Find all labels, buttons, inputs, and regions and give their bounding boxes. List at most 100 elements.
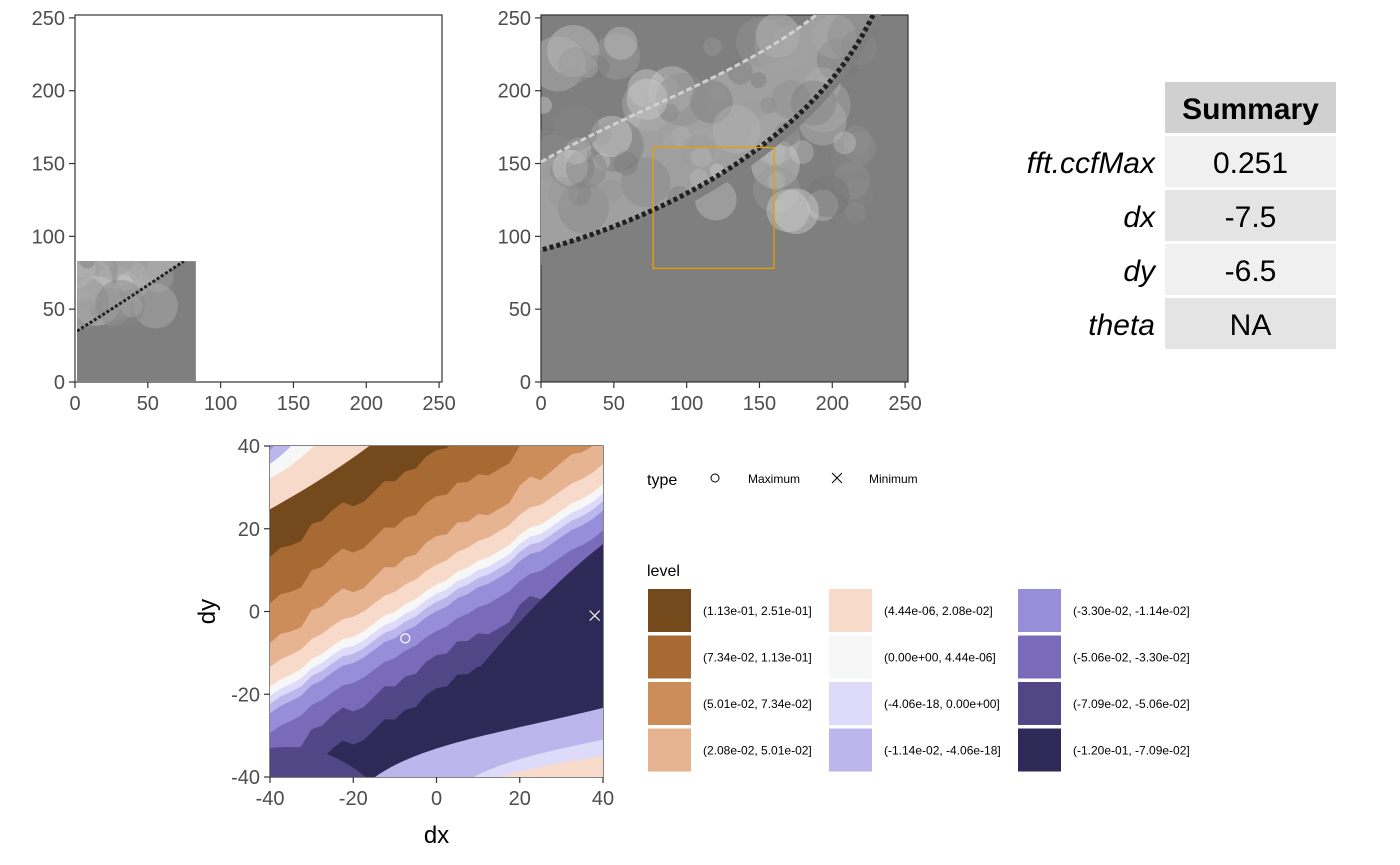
texture-spot — [766, 189, 810, 233]
surface-texture — [541, 15, 878, 235]
summary-row-label: dy — [1123, 255, 1157, 288]
texture-spot — [755, 15, 800, 58]
texture-spot — [94, 287, 132, 326]
legend-swatch — [648, 589, 691, 632]
texture-spot — [750, 72, 767, 89]
legend-swatch — [829, 728, 872, 772]
texture-spot — [89, 305, 103, 318]
texture-spot — [590, 119, 644, 173]
summary-table: Summary 0.251 fft.ccfMax -7.5 dx -6.5 dy NA thet… — [1027, 82, 1336, 349]
legend-minimum-label: Minimum — [869, 472, 918, 486]
x-tick-label: 0 — [69, 393, 80, 415]
texture-spot — [622, 78, 675, 131]
legend-level-title: level — [647, 563, 680, 580]
y-axis-title: dy — [194, 599, 221, 624]
texture-spot — [586, 55, 610, 79]
legend-maximum-symbol — [710, 473, 720, 483]
x-tick-label: 150 — [743, 393, 776, 415]
x-axis-title: dx — [424, 822, 449, 849]
legend-maximum-label: Maximum — [748, 472, 800, 486]
texture-spot — [772, 25, 806, 59]
target-scan-panel: 0 50 100 150 200 250 0 50 100 150 200 250 — [498, 8, 922, 415]
legend-level-label: (-5.06e-02, -3.30e-02] — [1073, 651, 1190, 665]
reference-patch-panel: 0 50 100 150 200 250 0 50 100 150 200 250 — [32, 8, 456, 415]
x-tick-label: 0 — [431, 788, 442, 810]
minimum-point — [589, 610, 601, 622]
legend-swatch — [648, 728, 691, 772]
legend-swatch — [1018, 589, 1061, 632]
legend-level-label: (7.34e-02, 1.13e-01] — [703, 651, 812, 665]
legend-level-label: (-7.09e-02, -5.06e-02] — [1073, 697, 1190, 711]
y-tick-label: -40 — [231, 767, 260, 789]
legend-swatch — [648, 635, 691, 679]
texture-spot — [77, 261, 96, 289]
y-tick-label: 100 — [498, 226, 531, 248]
summary-row-label: dx — [1123, 201, 1156, 234]
texture-spot — [642, 84, 669, 111]
texture-spot — [789, 140, 814, 165]
legend-level-label: (-1.14e-02, -4.06e-18] — [884, 744, 1001, 758]
surface-edge — [541, 15, 876, 253]
texture-spot — [541, 36, 586, 92]
contour-band — [270, 446, 275, 450]
texture-spot — [104, 278, 120, 295]
texture-spot — [760, 97, 777, 114]
texture-spot — [844, 179, 874, 209]
x-tick-label: 0 — [535, 393, 546, 415]
legend-swatch — [829, 635, 872, 679]
summary-header: Summary — [1182, 93, 1319, 126]
texture-spot — [648, 66, 696, 113]
texture-spot — [114, 261, 151, 286]
texture-spot — [816, 38, 861, 82]
x-tick-label: 200 — [816, 393, 849, 415]
y-tick-label: 100 — [32, 226, 65, 248]
summary-row-label: theta — [1088, 309, 1155, 342]
texture-spot — [689, 80, 733, 124]
legend-swatch — [648, 682, 691, 725]
summary-value-cell — [1165, 244, 1336, 295]
texture-spot — [116, 274, 133, 291]
y-tick-label: -20 — [231, 684, 260, 706]
texture-spot — [843, 131, 877, 165]
contour-band — [499, 755, 603, 777]
legend-level-label: (0.00e+00, 4.44e-06] — [884, 651, 996, 665]
texture-spot — [552, 149, 589, 186]
contour-fills — [270, 446, 603, 777]
texture-spot — [114, 261, 149, 280]
texture-spot — [712, 105, 761, 154]
texture-spot — [812, 15, 857, 59]
texture-spot — [659, 103, 679, 123]
maximum-point — [400, 633, 411, 644]
texture-spot — [578, 57, 598, 78]
contour-band — [270, 446, 292, 464]
texture-spot — [568, 182, 592, 207]
summary-value: -6.5 — [1225, 255, 1277, 288]
texture-spot — [613, 151, 639, 176]
texture-spot — [796, 78, 851, 133]
texture-spot — [624, 113, 641, 130]
summary-value: -7.5 — [1225, 201, 1277, 234]
y-tick-label: 150 — [498, 154, 531, 176]
x-tick-label: 150 — [277, 393, 310, 415]
texture-spot — [593, 152, 611, 170]
y-tick-label: 50 — [43, 299, 65, 321]
texture-spot — [691, 147, 712, 168]
x-tick-label: 100 — [204, 393, 237, 415]
summary-value-cell — [1165, 298, 1336, 349]
y-tick-label: 250 — [32, 8, 65, 30]
texture-spot — [565, 137, 592, 164]
texture-spot — [112, 268, 138, 294]
texture-spot — [620, 157, 671, 208]
legend-swatch — [829, 682, 872, 725]
texture-spot — [77, 276, 109, 328]
texture-spot — [626, 78, 668, 120]
legend-swatch — [1018, 682, 1061, 725]
texture-spot — [77, 261, 115, 289]
texture-spot — [591, 125, 612, 146]
texture-spot — [703, 37, 722, 57]
legend-swatch — [1018, 728, 1061, 772]
legend-level-label: (4.44e-06, 2.08e-02] — [884, 604, 993, 618]
texture-spot — [77, 261, 110, 311]
legend-level-label: (-1.20e-01, -7.09e-02] — [1073, 744, 1190, 758]
texture-spot — [77, 261, 98, 303]
